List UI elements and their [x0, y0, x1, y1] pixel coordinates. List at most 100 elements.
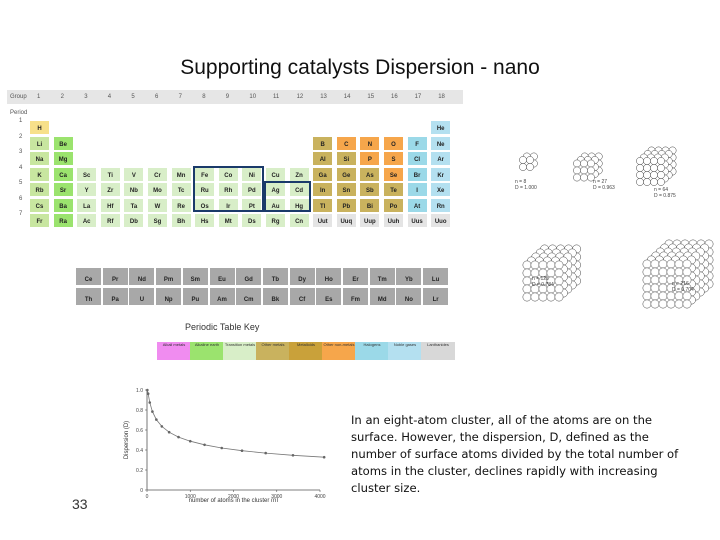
element-cell: W [147, 197, 168, 213]
element-cell: Ac [76, 213, 98, 228]
element-symbol: Mn [176, 172, 186, 179]
element-symbol: Au [271, 203, 280, 210]
group-number: 13 [320, 94, 327, 100]
element-symbol: Co [224, 172, 233, 179]
element-symbol: Cu [271, 172, 280, 179]
group-number: 14 [343, 94, 351, 100]
element-symbol: Uuq [340, 219, 353, 225]
element-cell: Ge [335, 166, 357, 182]
atom-cluster: n = 27 D = 0.963 [573, 152, 615, 191]
data-point [220, 446, 224, 450]
y-axis-label: Dispersion (D) [124, 421, 130, 459]
element-symbol: K [37, 172, 42, 179]
element-cell: No [396, 288, 422, 305]
element-cell: C [335, 135, 357, 151]
element-symbol: Ne [436, 141, 445, 148]
element-symbol: N [367, 141, 373, 148]
element-cell: Bi [359, 197, 381, 213]
group-number: 6 [155, 94, 159, 100]
element-cell: Tb [262, 268, 288, 285]
element-cell: N [359, 135, 381, 151]
element-cell: Cm [236, 288, 262, 305]
period-number: 7 [19, 211, 23, 217]
atom-cluster: n = 216 D = 0.704 [642, 239, 714, 309]
actinide-row: Th Pa U Np Pu Am Cm Bk Cf Es Fm Md No Lr [76, 288, 450, 305]
element-cell: Cu [265, 166, 286, 182]
data-point [240, 449, 244, 452]
element-cell: Hg [288, 197, 310, 213]
atom-cluster: n = 125 D = 0.784 [522, 244, 582, 302]
element-symbol: Rg [271, 219, 280, 225]
element-symbol: Nb [129, 188, 138, 194]
group-number: 15 [367, 94, 375, 100]
element-cell: F [406, 135, 428, 151]
key-title: Periodic Table Key [185, 322, 260, 332]
element-cell: Uus [406, 213, 428, 228]
group-number: 11 [273, 94, 280, 100]
element-cell: Uuo [430, 213, 452, 228]
highlight-box [264, 181, 312, 212]
element-symbol: Pd [248, 188, 256, 194]
element-symbol: Uup [364, 219, 376, 225]
element-cell: In [312, 182, 334, 197]
element-cell: Md [369, 288, 395, 305]
element-cell: Ar [430, 151, 452, 166]
element-cell: Sb [359, 182, 381, 197]
element-cell: Th [76, 288, 101, 305]
element-cell: Na [29, 151, 50, 166]
element-symbol: In [320, 188, 326, 194]
element-symbol: Ti [107, 172, 113, 179]
element-symbol: Re [177, 203, 185, 210]
period-number: 6 [19, 195, 23, 202]
data-point [177, 435, 180, 439]
element-cell: Zr [99, 182, 121, 197]
element-symbol: Ra [59, 219, 67, 225]
element-symbol: Fe [201, 172, 209, 179]
element-cell: Sc [76, 166, 98, 182]
element-cell: Lr [423, 288, 449, 305]
element-cell: Bk [262, 288, 288, 305]
data-point [148, 401, 152, 404]
element-cell: Fm [343, 288, 368, 305]
element-cell: Pd [241, 182, 263, 197]
group-number: 12 [296, 94, 304, 100]
data-point [155, 418, 158, 421]
element-cell: Ra [52, 213, 74, 228]
element-cell: Al [312, 151, 334, 166]
key-item: Other metals [256, 342, 290, 360]
element-cell: Fr [29, 213, 50, 228]
element-symbol: Po [389, 203, 398, 210]
element-symbol: Hf [107, 203, 114, 210]
element-cell: Sm [182, 268, 208, 285]
y-tick-label: 0.8 [136, 408, 143, 414]
element-cell: Rf [99, 213, 121, 228]
element-symbol: O [391, 141, 396, 148]
y-tick-label: 0 [140, 488, 143, 494]
data-point [160, 425, 164, 428]
element-cell: Rg [265, 213, 286, 228]
series-line [146, 389, 325, 458]
element-cell: Dy [289, 268, 315, 285]
element-symbol: Tc [177, 188, 185, 194]
element-symbol: Cd [295, 188, 304, 194]
element-cell: Er [343, 268, 368, 285]
element-symbol: Xe [437, 188, 445, 194]
key-item: Alkaline earth [190, 342, 224, 360]
element-cell: Ir [217, 197, 239, 213]
element-symbol: Li [36, 141, 43, 148]
element-symbol: C [344, 141, 349, 148]
element-symbol: Uuh [387, 219, 400, 225]
element-symbol: Uus [411, 219, 423, 225]
element-cell: V [123, 166, 145, 182]
element-symbol: Cr [154, 172, 161, 179]
element-cell: Uup [359, 213, 381, 228]
element-symbol: Ni [248, 172, 255, 179]
group-number: 8 [202, 94, 206, 100]
element-symbol: Ac [82, 219, 91, 225]
element-cell: Cl [406, 151, 428, 166]
element-cell: Tc [170, 182, 192, 197]
key-item: Transition metals [223, 342, 257, 360]
element-cell: Sg [147, 213, 168, 228]
element-cell: H [29, 120, 50, 135]
element-symbol: F [415, 141, 419, 148]
